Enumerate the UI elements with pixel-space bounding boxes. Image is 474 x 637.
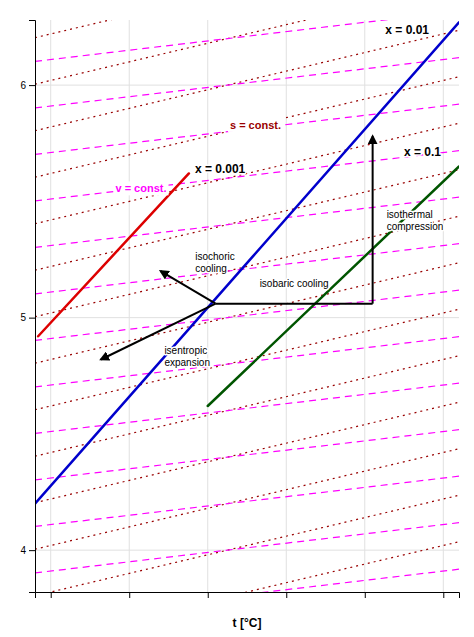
reference-line — [35, 20, 459, 38]
reference-line — [35, 123, 459, 223]
reference-line — [35, 151, 459, 201]
x-tick-mark — [51, 592, 52, 598]
y-tick-label: 6 — [20, 80, 26, 91]
reference-line — [35, 104, 459, 154]
grid-line-y — [35, 317, 459, 318]
reference-line — [35, 569, 459, 592]
process-label: isentropicexpansion — [164, 345, 210, 368]
reference-line — [35, 30, 459, 130]
y-tick-mark — [29, 550, 35, 551]
series-line — [35, 22, 459, 503]
process-label: isochoriccooling — [195, 251, 234, 274]
grid-line-y — [35, 550, 459, 551]
reference-line — [35, 542, 459, 592]
reference-lines — [35, 20, 459, 592]
y-tick-mark — [29, 85, 35, 86]
series-label: x = 0.1 — [404, 145, 441, 159]
plot-area — [35, 20, 459, 592]
process-label-line: isothermal — [387, 209, 433, 220]
process-label-line: expansion — [164, 357, 210, 368]
reference-label-background — [113, 181, 168, 195]
reference-line — [35, 523, 459, 573]
y-axis-line — [29, 21, 36, 593]
y-tick-mark — [29, 318, 35, 319]
grid — [35, 20, 459, 592]
reference-line — [35, 495, 459, 592]
reference-line — [35, 383, 459, 433]
x-tick — [129, 592, 130, 598]
reference-line — [35, 77, 459, 177]
reference-line — [35, 58, 459, 108]
reference-line — [35, 430, 459, 480]
x-axis-line — [36, 593, 460, 599]
process-label: isothermalcompression — [387, 209, 444, 232]
grid-line-x — [286, 20, 287, 592]
x-tick — [365, 592, 366, 598]
x-tick-mark — [443, 592, 444, 598]
y-axis: 4 5 6 — [20, 21, 35, 593]
x-tick — [286, 592, 287, 598]
reference-line — [35, 290, 459, 340]
x-tick-mark — [286, 592, 287, 598]
y-tick: 4 — [20, 545, 35, 556]
reference-line — [35, 263, 459, 363]
reference-lines — [35, 20, 459, 592]
series-line — [208, 166, 459, 405]
reference-line — [35, 476, 459, 526]
process-arrow — [161, 271, 216, 304]
x-tick-mark — [208, 592, 209, 598]
process-arrow — [372, 136, 374, 303]
reference-line — [35, 449, 459, 549]
reference-line — [35, 309, 459, 409]
x-tick-mark — [365, 592, 366, 598]
x-axis-title: t [°C] — [233, 616, 262, 630]
grid-line-x — [364, 20, 365, 592]
y-tick-label: 5 — [20, 312, 26, 323]
reference-line — [35, 244, 459, 294]
series-line — [38, 173, 189, 336]
grid-line-y — [35, 85, 459, 86]
x-axis — [36, 592, 460, 598]
process-arrow — [101, 304, 216, 360]
series-label: x = 0.01 — [385, 23, 429, 37]
series-label: x = 0.001 — [195, 162, 246, 176]
x-tick-mark — [129, 592, 130, 598]
y-tick: 6 — [20, 80, 35, 91]
reference-label-background — [228, 118, 283, 132]
y-tick-label: 4 — [20, 545, 26, 556]
reference-line — [35, 170, 459, 270]
reference-line — [35, 20, 459, 84]
reference-line — [35, 356, 459, 456]
process-label-line: isochoric — [195, 251, 234, 262]
reference-line — [35, 337, 459, 387]
annotations: s = const. v = const. x = 0.001 x = 0.01 x =… — [113, 23, 443, 368]
reference-line — [35, 216, 459, 316]
reference-line — [35, 402, 459, 502]
reference-label: v = const. — [115, 182, 166, 194]
process-label-line: isobaric cooling — [260, 278, 329, 289]
process-label-line: isentropic — [164, 345, 207, 356]
x-tick — [208, 592, 209, 598]
process-label: isobaric cooling — [260, 278, 329, 289]
grid-line-x — [129, 20, 130, 592]
process-label-line: cooling — [195, 263, 227, 274]
x-tick — [443, 592, 444, 598]
y-tick: 5 — [20, 312, 35, 323]
process-label-line: compression — [387, 221, 444, 232]
x-tick — [51, 592, 52, 598]
reference-label: s = const. — [230, 119, 281, 131]
reference-line — [35, 197, 459, 247]
process-arrow — [216, 303, 373, 305]
chart: 4 5 6 s = const. v = const. x = 0.001 x = 0.01… — [0, 0, 474, 637]
reference-line — [35, 20, 459, 61]
